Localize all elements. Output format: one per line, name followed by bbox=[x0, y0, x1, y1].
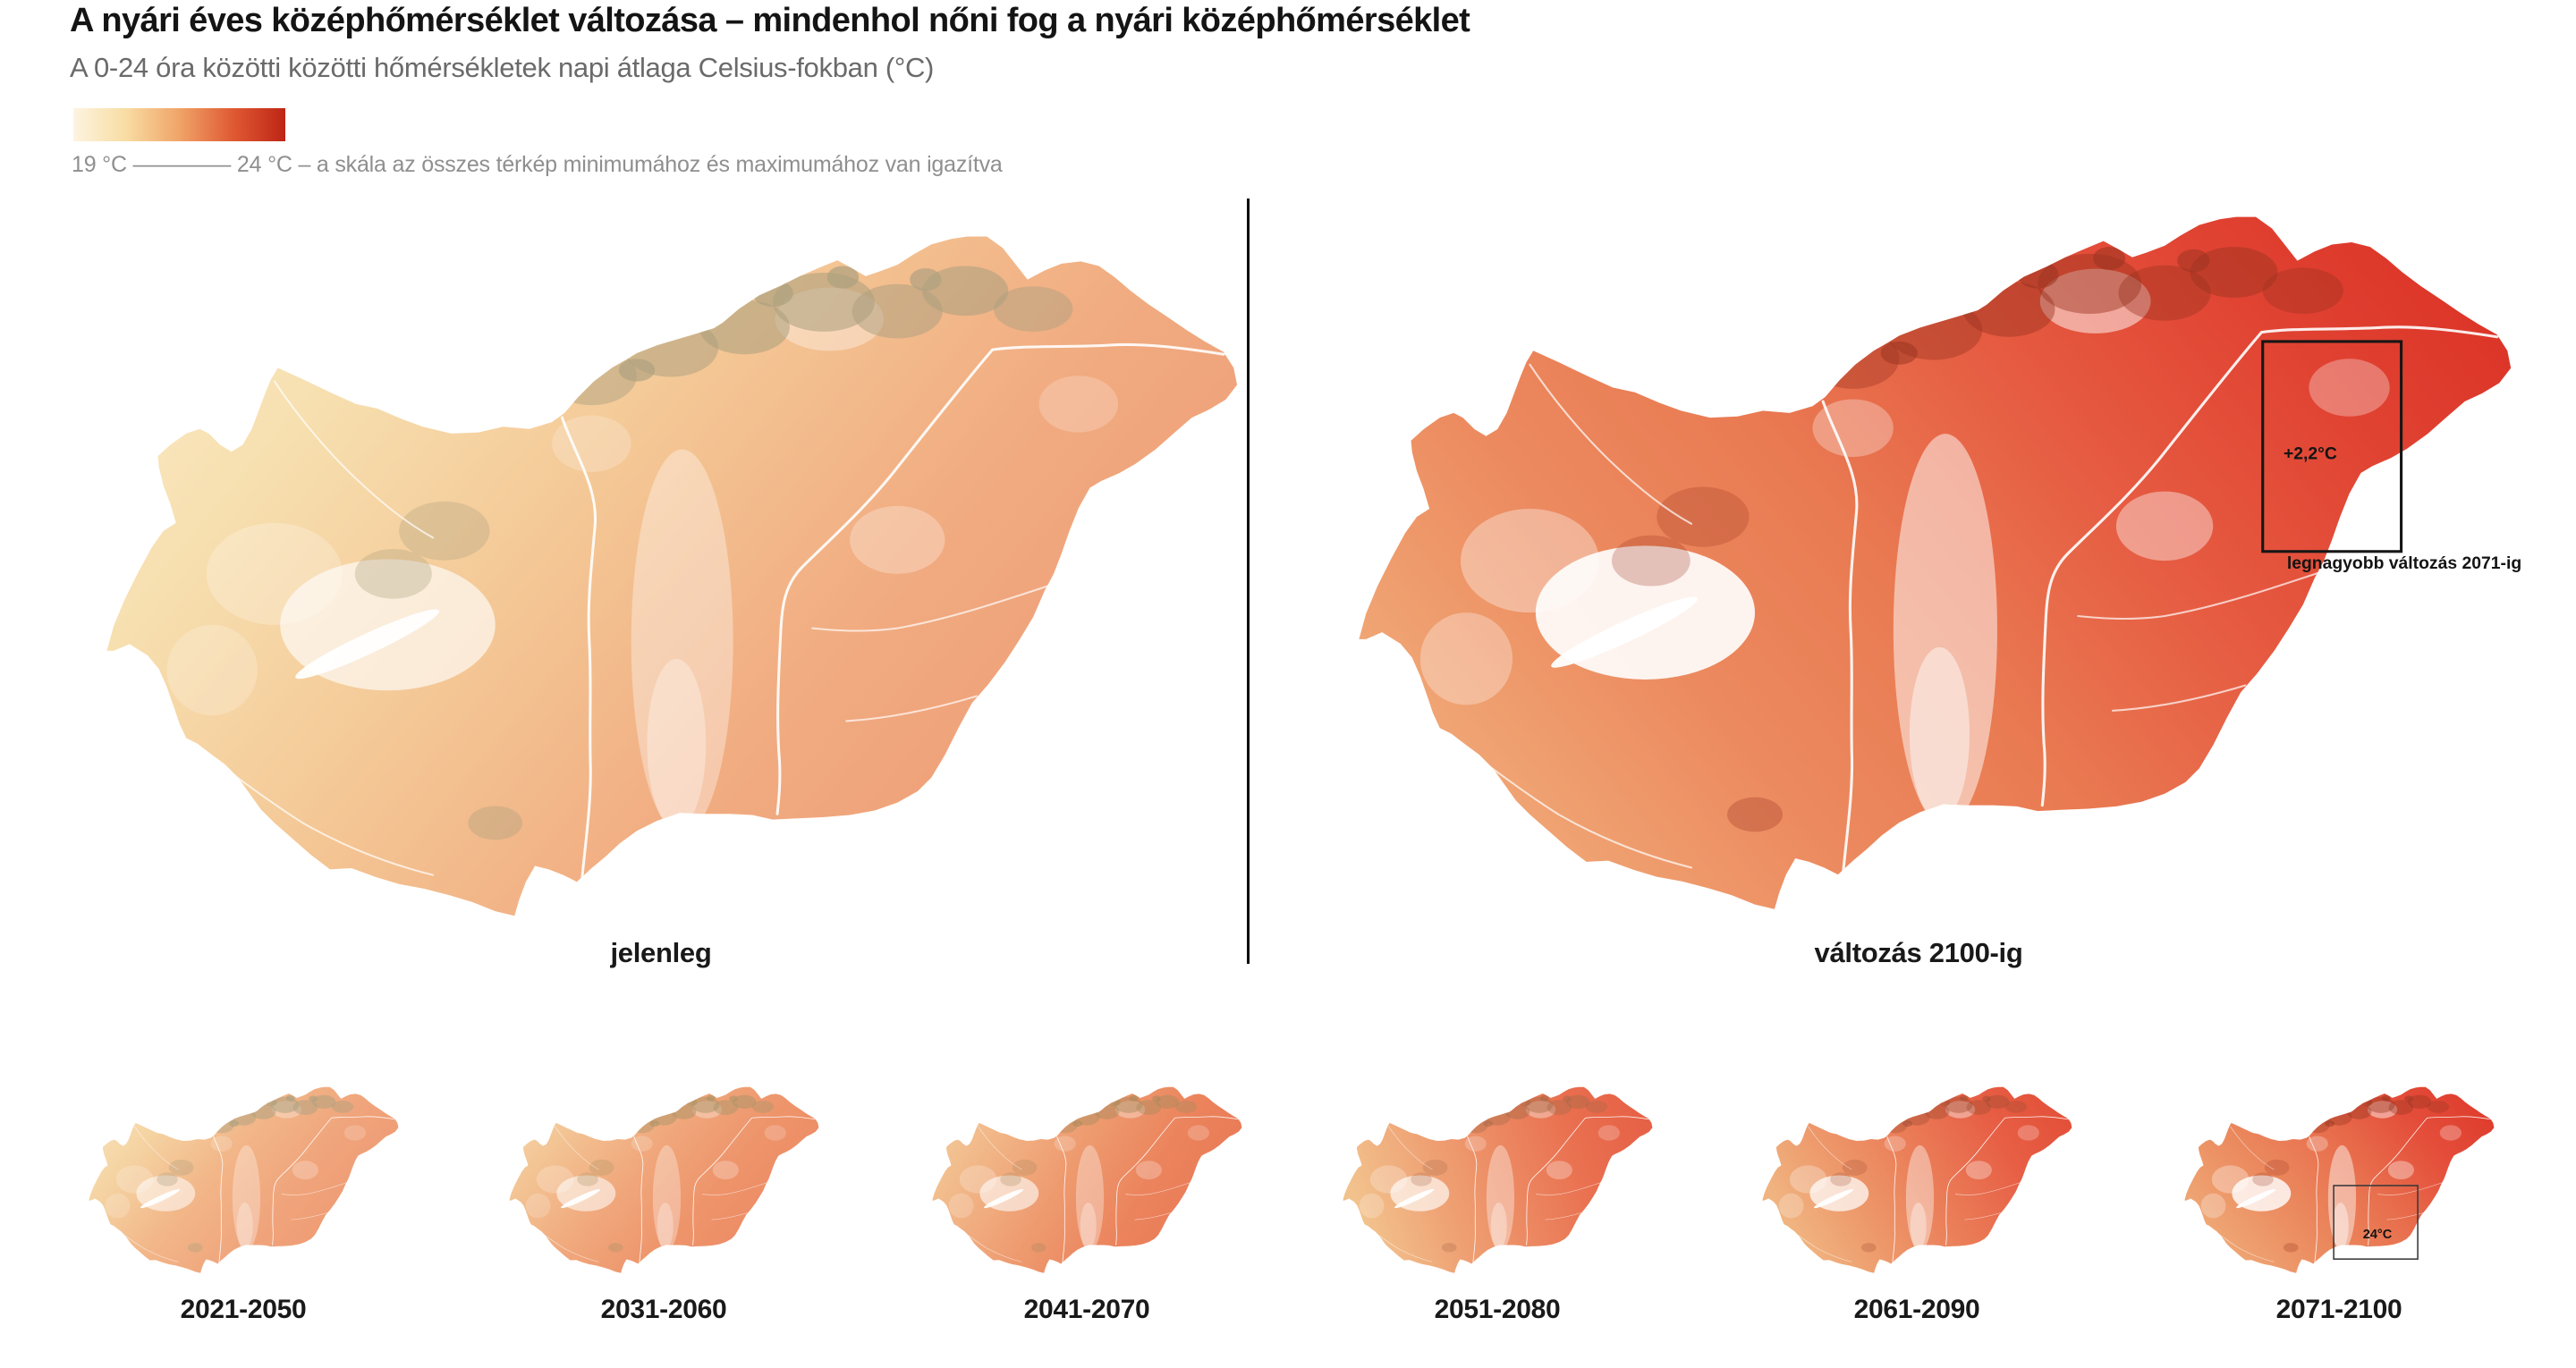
period-map-2061-2090 bbox=[1729, 1086, 2105, 1279]
light-patches bbox=[1778, 1101, 2039, 1251]
hungary-map-svg bbox=[89, 1086, 399, 1273]
map-current-label: jelenleg bbox=[610, 937, 712, 968]
hungary-map-svg bbox=[106, 236, 1238, 916]
period-label: 2021-2050 bbox=[180, 1295, 307, 1324]
light-patches bbox=[2200, 1101, 2462, 1251]
hillshade-patches bbox=[1830, 1094, 2028, 1253]
period-label: 2071-2100 bbox=[2275, 1295, 2402, 1324]
annotation: 24°C bbox=[2333, 1185, 2419, 1260]
color-scale-gradient-bar bbox=[73, 108, 285, 141]
annotation-box bbox=[2333, 1185, 2419, 1260]
period-map-2071-2100: 24°C bbox=[2151, 1086, 2527, 1279]
period-label: 2041-2070 bbox=[1023, 1295, 1150, 1324]
hungary-map-svg bbox=[932, 1086, 1242, 1273]
period-map-2041-2070 bbox=[899, 1086, 1275, 1279]
period-label: 2031-2060 bbox=[600, 1295, 727, 1324]
annotation-value: +2,2°C bbox=[2284, 444, 2337, 464]
hungary-map-svg: 24°C bbox=[2184, 1086, 2495, 1273]
color-scale-caption: 19 °C –––––––– 24 °C – a skála az összes… bbox=[72, 152, 1003, 177]
page-title: A nyári éves középhőmérséklet változása … bbox=[70, 2, 1470, 39]
hungary-map-svg: +2,2°C legnagyobb változás 2071-ig bbox=[1359, 216, 2521, 909]
hungary-map-svg bbox=[1762, 1086, 2072, 1273]
annotation-caption: legnagyobb változás 2071-ig bbox=[2287, 553, 2521, 573]
map-change-label: változás 2100-ig bbox=[1814, 937, 2023, 968]
period-label: 2051-2080 bbox=[1434, 1295, 1561, 1324]
period-map-2021-2050 bbox=[55, 1086, 431, 1279]
period-map-2031-2060 bbox=[476, 1086, 852, 1279]
map-current bbox=[94, 234, 1248, 936]
hungary-map-svg bbox=[1343, 1086, 1653, 1273]
map-change-2100: +2,2°C legnagyobb változás 2071-ig bbox=[1308, 215, 2560, 930]
annotation-box bbox=[2261, 340, 2403, 553]
annotation: +2,2°C legnagyobb változás 2071-ig bbox=[2261, 340, 2521, 573]
period-label: 2061-2090 bbox=[1853, 1295, 1980, 1324]
hungary-map-svg bbox=[509, 1086, 819, 1273]
light-patches bbox=[166, 287, 1119, 835]
maps-divider bbox=[1247, 198, 1250, 964]
period-map-2051-2080 bbox=[1309, 1086, 1685, 1279]
page-subtitle: A 0-24 óra közötti közötti hőmérsékletek… bbox=[70, 52, 935, 83]
annotation-value: 24°C bbox=[2363, 1228, 2393, 1242]
